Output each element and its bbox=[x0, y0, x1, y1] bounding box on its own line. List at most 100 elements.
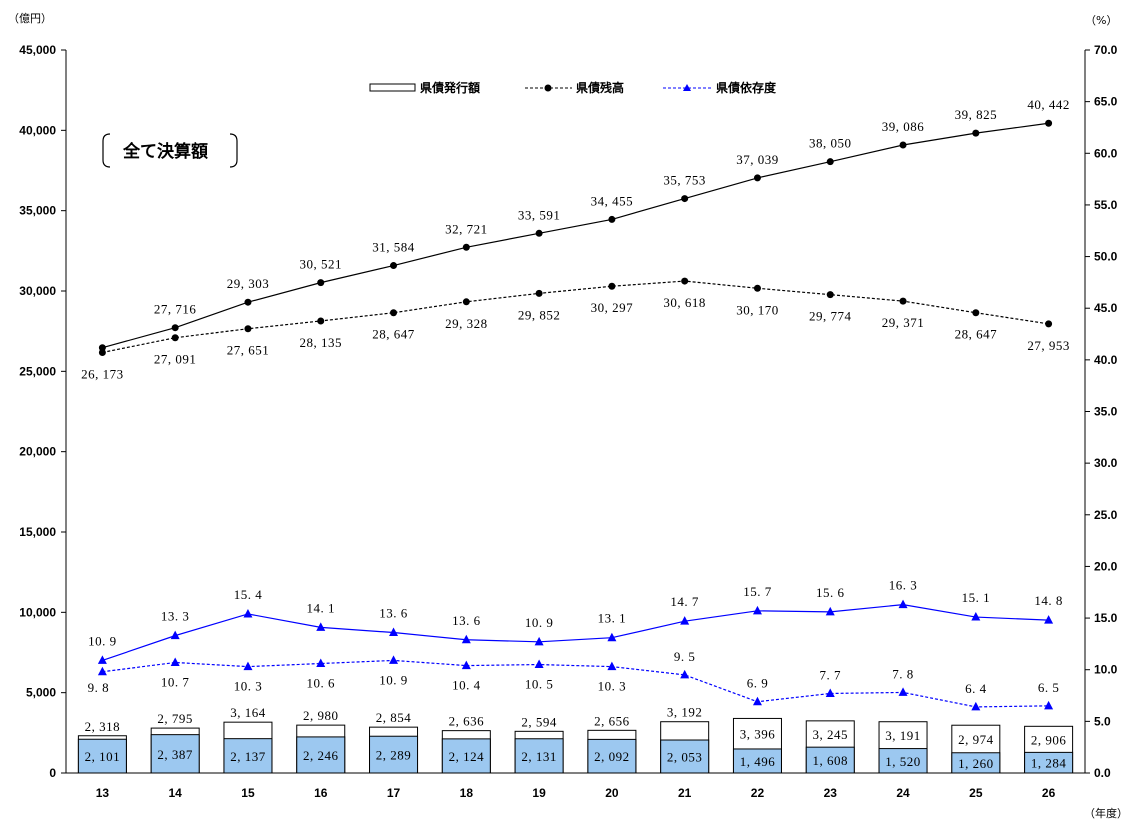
dependency-dashed-label: 9. 8 bbox=[88, 680, 110, 695]
dependency-solid-label: 14. 1 bbox=[307, 600, 336, 615]
x-tick-label: 24 bbox=[896, 786, 910, 800]
balance-solid-label: 35, 753 bbox=[663, 173, 706, 188]
x-tick-label: 16 bbox=[314, 786, 328, 800]
line-dependency-solid bbox=[102, 604, 1049, 661]
x-axis-unit: （年度） bbox=[1084, 806, 1126, 820]
bar-inner-label: 1, 608 bbox=[813, 753, 849, 768]
left-tick-label: 15,000 bbox=[19, 525, 56, 539]
dependency-dashed-label: 6. 4 bbox=[965, 681, 987, 696]
balance-dashed-point bbox=[681, 277, 689, 285]
balance-solid-point bbox=[171, 324, 179, 332]
balance-dashed-label: 29, 328 bbox=[445, 316, 488, 331]
bar-inner-label: 2, 101 bbox=[85, 749, 121, 764]
bar-issuance-inner bbox=[878, 748, 928, 774]
dependency-solid-point bbox=[1044, 615, 1054, 624]
bar-inner-label: 1, 520 bbox=[885, 754, 921, 769]
dependency-dashed-point bbox=[461, 660, 471, 670]
right-tick-label: 55.0 bbox=[1094, 198, 1118, 212]
left-tick-label: 30,000 bbox=[19, 284, 56, 298]
bar-issuance-inner bbox=[441, 738, 491, 774]
balance-solid-point bbox=[390, 262, 398, 270]
x-tick-label: 19 bbox=[532, 786, 546, 800]
balance-solid-label: 40, 442 bbox=[1027, 97, 1070, 112]
right-tick-label: 35.0 bbox=[1094, 405, 1118, 419]
dependency-dashed-point bbox=[1044, 700, 1054, 710]
balance-dashed-label: 27, 953 bbox=[1027, 338, 1070, 353]
legend-issuance-label: 県債発行額 bbox=[420, 80, 480, 95]
line-dependency-dashed bbox=[102, 659, 1049, 708]
dependency-dashed-label: 7. 8 bbox=[892, 666, 914, 681]
balance-solid-label: 39, 825 bbox=[955, 107, 998, 122]
balance-dashed-label: 28, 135 bbox=[300, 335, 343, 350]
dependency-dashed-label: 10. 5 bbox=[525, 677, 554, 692]
dependency-dashed-label: 6. 5 bbox=[1038, 680, 1060, 695]
bar-issuance-inner bbox=[587, 738, 637, 774]
bar-total-label: 3, 245 bbox=[813, 727, 849, 742]
balance-dashed-point bbox=[608, 282, 616, 290]
left-tick-label: 5,000 bbox=[26, 686, 56, 700]
right-tick-label: 65.0 bbox=[1094, 95, 1118, 109]
balance-dashed-point bbox=[1045, 320, 1053, 328]
bar-total-label: 3, 396 bbox=[740, 727, 776, 742]
balance-solid-point bbox=[972, 129, 980, 137]
dependency-dashed-point bbox=[170, 657, 180, 666]
dependency-dashed-point bbox=[971, 701, 981, 711]
bar-issuance-inner bbox=[369, 735, 419, 774]
bar-total-label: 2, 594 bbox=[521, 714, 557, 729]
balance-solid-label: 27, 716 bbox=[154, 302, 197, 317]
bar-total-label: 2, 974 bbox=[958, 732, 994, 747]
dependency-solid-label: 13. 3 bbox=[161, 609, 190, 624]
right-axis-unit: （%） bbox=[1085, 14, 1117, 27]
dependency-solid-label: 15. 6 bbox=[816, 585, 845, 600]
balance-solid-point bbox=[317, 279, 325, 287]
balance-solid-label: 34, 455 bbox=[591, 193, 634, 208]
left-tick-label: 25,000 bbox=[19, 364, 56, 378]
right-tick-label: 60.0 bbox=[1094, 146, 1118, 160]
balance-solid-point bbox=[681, 195, 689, 203]
balance-solid-label: 33, 591 bbox=[518, 207, 561, 222]
dependency-dashed-label: 10. 3 bbox=[234, 679, 263, 694]
dependency-solid-point bbox=[680, 616, 690, 625]
right-tick-label: 30.0 bbox=[1094, 456, 1118, 470]
dependency-solid-label: 15. 4 bbox=[234, 587, 263, 602]
bar-inner-label: 2, 246 bbox=[303, 748, 339, 763]
balance-solid-label: 37, 039 bbox=[736, 152, 779, 167]
bar-total-label: 2, 906 bbox=[1031, 732, 1067, 747]
dependency-solid-point bbox=[607, 632, 617, 642]
bar-total-label: 2, 795 bbox=[157, 711, 193, 726]
legend-issuance-swatch bbox=[369, 83, 416, 92]
right-tick-label: 5.0 bbox=[1094, 714, 1111, 728]
balance-dashed-point bbox=[972, 309, 980, 317]
bar-inner-label: 2, 387 bbox=[157, 747, 193, 762]
dependency-solid-point bbox=[752, 605, 762, 615]
bar-issuance-inner bbox=[732, 748, 782, 774]
balance-dashed-point bbox=[826, 291, 834, 299]
bar-total-label: 2, 854 bbox=[376, 710, 412, 725]
x-tick-label: 20 bbox=[605, 786, 619, 800]
line-balance-solid bbox=[102, 122, 1049, 349]
dependency-solid-point bbox=[825, 606, 835, 616]
dependency-dashed-point bbox=[316, 658, 326, 668]
dependency-solid-point bbox=[534, 636, 544, 646]
dependency-dashed-label: 10. 3 bbox=[598, 679, 627, 694]
dependency-solid-point bbox=[316, 622, 326, 631]
left-tick-label: 0 bbox=[49, 766, 56, 780]
balance-solid-point bbox=[753, 174, 761, 182]
right-tick-label: 45.0 bbox=[1094, 301, 1118, 315]
x-tick-label: 26 bbox=[1042, 786, 1056, 800]
dependency-dashed-point bbox=[243, 661, 253, 671]
dependency-solid-label: 15. 7 bbox=[743, 584, 772, 599]
dependency-dashed-label: 7. 7 bbox=[820, 667, 842, 682]
balance-solid-point bbox=[608, 215, 616, 223]
left-axis-unit: （億円） bbox=[8, 12, 52, 25]
balance-dashed-label: 29, 852 bbox=[518, 307, 561, 322]
legend-balance-label: 県債残高 bbox=[576, 80, 624, 95]
x-tick-label: 22 bbox=[751, 786, 765, 800]
dependency-dashed-point bbox=[825, 688, 835, 697]
bar-inner-label: 2, 289 bbox=[376, 748, 412, 763]
dependency-dashed-point bbox=[607, 661, 617, 671]
balance-dashed-label: 29, 371 bbox=[882, 315, 925, 330]
dependency-solid-point bbox=[389, 627, 399, 637]
balance-dashed-label: 27, 651 bbox=[227, 343, 270, 358]
